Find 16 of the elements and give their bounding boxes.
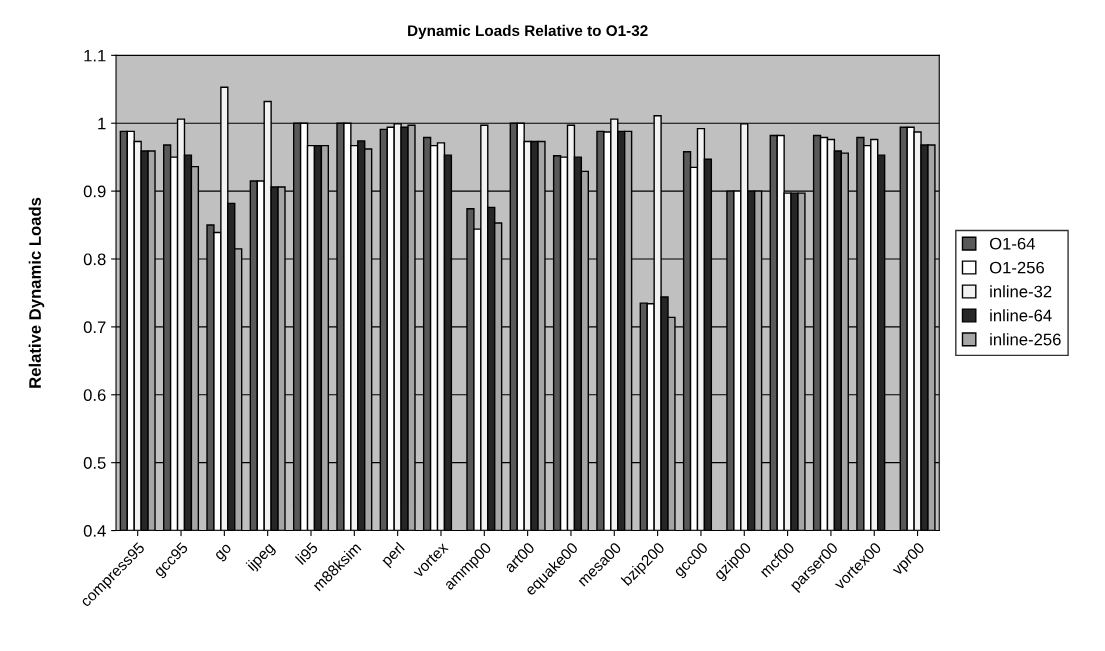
y-tick-label: 0.5 <box>83 457 106 469</box>
y-tick-label: 0.6 <box>83 389 106 401</box>
y-tick-label: 1.1 <box>84 49 106 62</box>
y-axis-title: Relative Dynamic Loads <box>28 197 45 388</box>
y-tick-label: 0.8 <box>83 253 106 266</box>
y-tick-label: 0.7 <box>83 321 106 334</box>
x-tick-label: go <box>214 543 234 563</box>
legend-label: inline-64 <box>990 309 1052 322</box>
legend-label: O1-256 <box>989 261 1045 274</box>
y-tick-label: 0.4 <box>83 524 106 537</box>
legend-label: O1-64 <box>989 237 1035 250</box>
legend-label: inline-256 <box>990 333 1061 346</box>
y-tick-label: 1 <box>98 117 106 130</box>
legend-label: inline-32 <box>990 285 1052 298</box>
chart-title: Dynamic Loads Relative to O1-32 <box>408 24 648 40</box>
y-tick-label: 0.9 <box>83 185 106 198</box>
